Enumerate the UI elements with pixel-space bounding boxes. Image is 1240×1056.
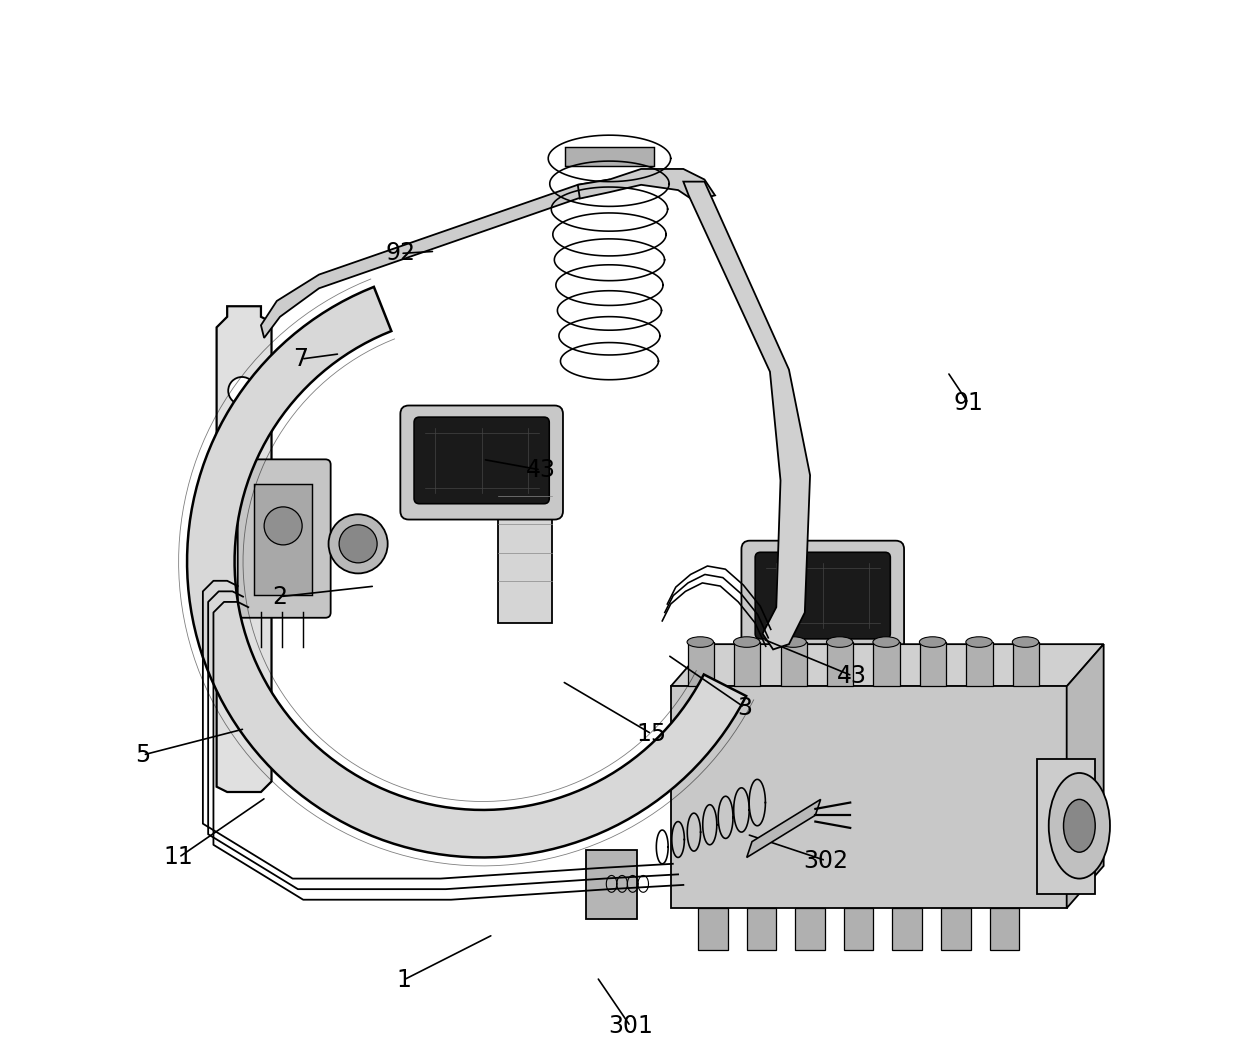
Circle shape (329, 514, 388, 573)
Ellipse shape (497, 455, 552, 478)
Ellipse shape (1049, 773, 1110, 879)
FancyBboxPatch shape (755, 552, 890, 639)
Text: 15: 15 (636, 722, 667, 746)
Bar (1013, 642, 1039, 686)
Bar (688, 642, 714, 686)
Bar (873, 642, 900, 686)
Text: 92: 92 (386, 242, 415, 265)
Ellipse shape (780, 637, 806, 647)
Ellipse shape (734, 637, 760, 647)
Ellipse shape (687, 637, 713, 647)
Text: 11: 11 (164, 846, 193, 869)
Bar (941, 908, 971, 950)
Circle shape (264, 507, 303, 545)
Text: 7: 7 (294, 347, 309, 371)
Bar (698, 908, 728, 950)
FancyBboxPatch shape (238, 459, 331, 618)
Text: 91: 91 (954, 392, 983, 415)
Bar (844, 908, 873, 950)
Text: 302: 302 (804, 849, 848, 872)
Ellipse shape (919, 637, 946, 647)
Polygon shape (746, 799, 821, 857)
Text: 3: 3 (737, 696, 753, 719)
Ellipse shape (1012, 637, 1039, 647)
Ellipse shape (966, 637, 992, 647)
Text: 2: 2 (273, 585, 288, 608)
FancyBboxPatch shape (401, 406, 563, 520)
Bar (780, 642, 807, 686)
Bar (746, 908, 776, 950)
Bar (253, 484, 311, 595)
Bar (795, 908, 825, 950)
Text: 1: 1 (396, 968, 410, 992)
Bar (497, 470, 552, 623)
Ellipse shape (873, 637, 899, 647)
Ellipse shape (826, 637, 853, 647)
Bar (893, 908, 923, 950)
Bar (966, 642, 993, 686)
Text: 43: 43 (837, 664, 867, 687)
Ellipse shape (1064, 799, 1095, 852)
Bar (990, 908, 1019, 950)
Polygon shape (217, 306, 272, 792)
Circle shape (228, 678, 255, 705)
FancyBboxPatch shape (414, 417, 549, 504)
Polygon shape (260, 180, 615, 338)
Polygon shape (1066, 644, 1104, 908)
Bar (827, 642, 853, 686)
Text: 5: 5 (135, 743, 150, 767)
Circle shape (339, 525, 377, 563)
Bar (1037, 759, 1095, 894)
Polygon shape (683, 182, 810, 649)
Bar (671, 686, 1066, 908)
Text: 43: 43 (526, 458, 556, 482)
FancyBboxPatch shape (742, 541, 904, 655)
Polygon shape (187, 287, 746, 857)
Polygon shape (578, 169, 715, 201)
Bar (587, 850, 637, 919)
Text: 301: 301 (608, 1015, 653, 1038)
Circle shape (228, 377, 255, 404)
Bar (920, 642, 946, 686)
Bar (565, 147, 653, 166)
Bar (734, 642, 760, 686)
Polygon shape (671, 644, 1104, 686)
